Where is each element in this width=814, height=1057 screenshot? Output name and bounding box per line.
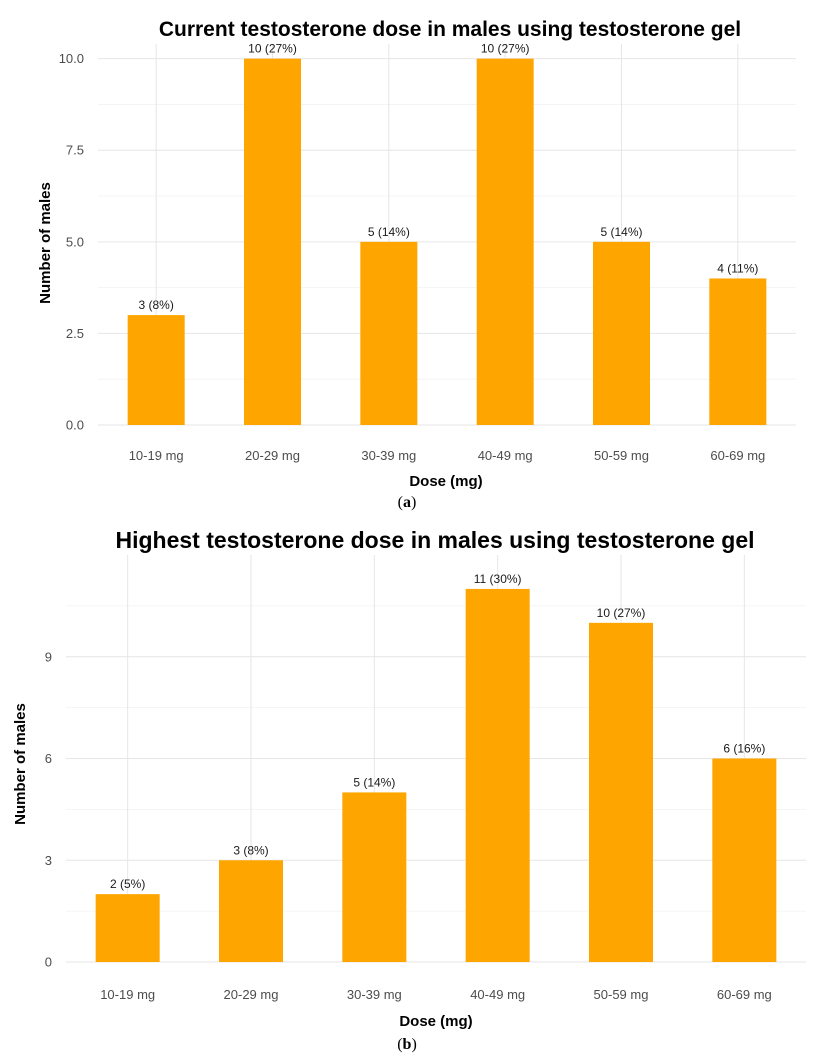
x-tick-label: 30-39 mg <box>347 987 402 1002</box>
plot-area: 0 3 6 9 2 (5%) 10-19 mg 3 (8%) 20-29 mg 5 (14%) 3… <box>45 555 806 1002</box>
data-label: 10 (27%) <box>481 42 530 56</box>
y-axis-label: Number of males <box>12 703 29 825</box>
caption-b: (b) <box>397 1036 417 1053</box>
y-tick-label: 5.0 <box>66 234 84 249</box>
x-tick-label: 10-19 mg <box>100 987 155 1002</box>
bar <box>589 622 653 962</box>
x-tick-label: 40-49 mg <box>478 448 533 463</box>
bar <box>127 315 185 425</box>
x-tick-label: 60-69 mg <box>710 448 765 463</box>
x-axis-label: Dose (mg) <box>399 1013 472 1030</box>
chart-panel-b: Highest testosterone dose in males using… <box>12 527 806 1030</box>
bar <box>219 860 283 962</box>
x-tick-label: 20-29 mg <box>245 448 300 463</box>
x-tick-label: 40-49 mg <box>470 987 525 1002</box>
plot-area: 0.0 2.5 5.0 7.5 10.0 3 (8%) 10-19 mg 10 (27%) 20… <box>59 42 796 463</box>
bar <box>465 588 530 962</box>
data-label: 2 (5%) <box>110 877 145 891</box>
bar <box>244 58 301 426</box>
x-tick-label: 10-19 mg <box>129 448 184 463</box>
x-tick-label: 30-39 mg <box>361 448 416 463</box>
data-label: 10 (27%) <box>597 606 646 620</box>
x-tick-label: 60-69 mg <box>717 987 772 1002</box>
data-label: 3 (8%) <box>233 843 268 857</box>
data-label: 4 (11%) <box>717 261 758 275</box>
data-label: 5 (14%) <box>600 225 642 239</box>
x-tick-label: 50-59 mg <box>594 987 649 1002</box>
bar <box>342 792 407 962</box>
data-label: 10 (27%) <box>248 42 297 56</box>
x-axis-label: Dose (mg) <box>409 473 482 490</box>
bar <box>712 758 777 962</box>
data-label: 6 (16%) <box>723 742 765 756</box>
y-tick-label: 2.5 <box>66 326 84 341</box>
data-label: 5 (14%) <box>353 775 395 789</box>
y-axis-label: Number of males <box>37 182 54 304</box>
y-tick-label: 10.0 <box>59 51 84 66</box>
y-tick-label: 0.0 <box>66 418 84 433</box>
y-tick-label: 9 <box>45 649 52 664</box>
chart-title: Highest testosterone dose in males using… <box>115 527 754 553</box>
data-label: 11 (30%) <box>474 572 522 586</box>
y-tick-label: 3 <box>45 853 52 868</box>
bar <box>476 58 534 426</box>
chart-title: Current testosterone dose in males using… <box>159 18 741 41</box>
y-tick-label: 0 <box>45 955 52 970</box>
y-tick-label: 6 <box>45 751 52 766</box>
bar <box>593 241 650 425</box>
bar <box>95 894 160 962</box>
chart-panel-a: Current testosterone dose in males using… <box>37 18 796 490</box>
y-tick-label: 7.5 <box>66 143 84 158</box>
x-tick-label: 20-29 mg <box>224 987 279 1002</box>
data-label: 3 (8%) <box>138 298 173 312</box>
bar <box>360 241 418 425</box>
bar <box>709 278 767 425</box>
x-tick-label: 50-59 mg <box>594 448 649 463</box>
data-label: 5 (14%) <box>368 225 410 239</box>
caption-a: (a) <box>398 494 417 511</box>
